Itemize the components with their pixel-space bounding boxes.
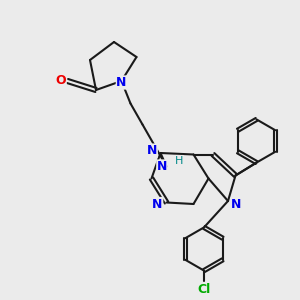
Text: N: N: [116, 76, 127, 89]
Text: N: N: [231, 197, 242, 211]
Text: N: N: [147, 144, 157, 157]
Text: N: N: [157, 160, 167, 173]
Text: Cl: Cl: [197, 283, 211, 296]
Text: N: N: [152, 197, 163, 211]
Text: O: O: [56, 74, 66, 88]
Text: H: H: [175, 155, 183, 166]
